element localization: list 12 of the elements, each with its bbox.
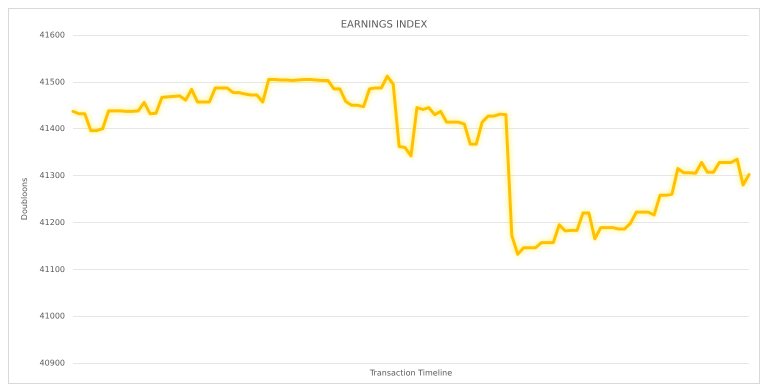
y-tick-label: 41000 [40,312,65,321]
y-tick-label: 41200 [40,218,65,227]
y-tick-label: 41500 [40,77,65,86]
y-tick-label: 41400 [40,124,65,134]
chart-title: EARNINGS INDEX [340,20,428,30]
y-tick-label: 41300 [40,171,65,180]
y-tick-label: 41600 [40,30,65,40]
line-series [72,74,750,256]
y-tick-label: 41100 [40,264,65,274]
y-axis-title: Doubloons [20,178,30,220]
x-axis-title: Transaction Timeline [368,368,452,378]
y-tick-label: 40900 [40,358,65,368]
